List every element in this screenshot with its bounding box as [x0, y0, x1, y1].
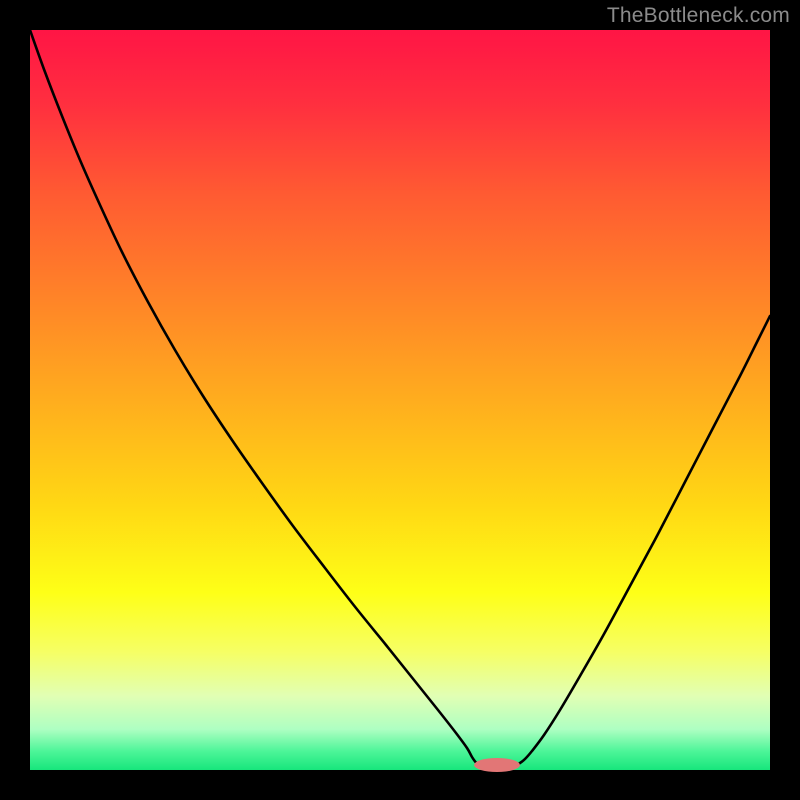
gradient-plot-area [30, 30, 770, 770]
watermark-text: TheBottleneck.com [607, 4, 790, 28]
optimum-marker [474, 758, 520, 772]
chart-container: { "watermark": "TheBottleneck.com", "cha… [0, 0, 800, 800]
bottleneck-chart [0, 0, 800, 800]
